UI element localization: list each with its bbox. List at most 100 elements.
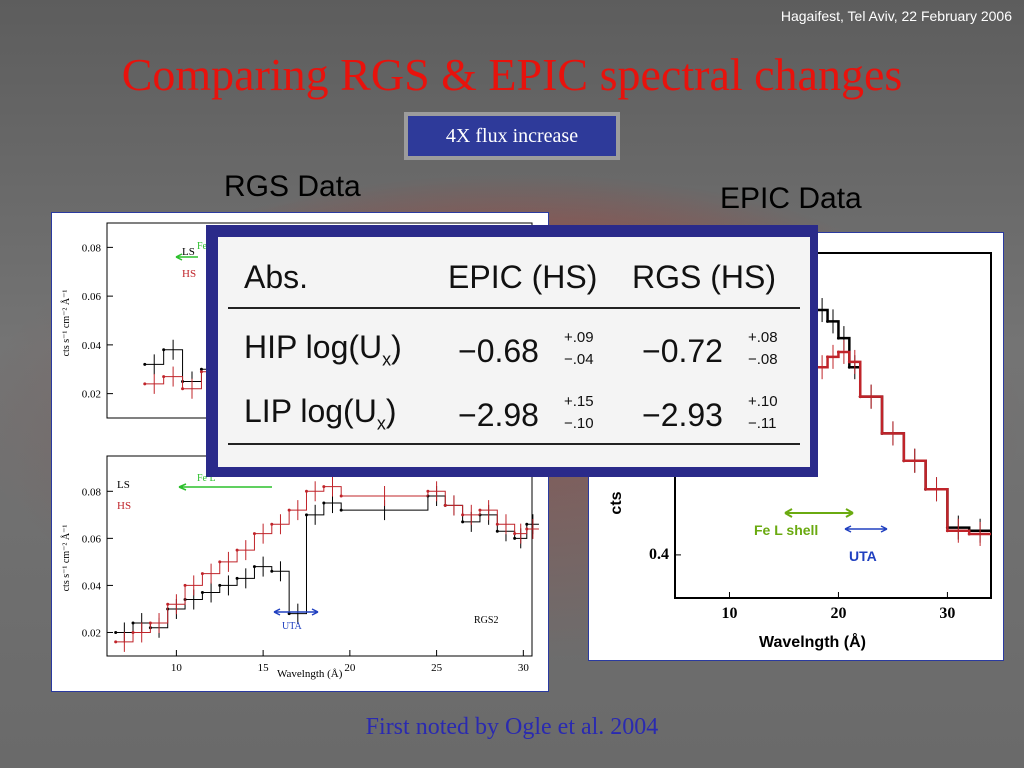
table-cell-upper: +.10	[748, 393, 778, 410]
rgs-bot-ylabel: cts s⁻¹ cm⁻² Å⁻¹	[60, 525, 72, 592]
table-cell-upper: +.08	[748, 329, 778, 346]
data-point-ls	[235, 576, 239, 580]
data-point-hs	[270, 522, 274, 526]
epic-label: EPIC Data	[720, 182, 862, 215]
y-tick-label: 0.08	[82, 242, 102, 254]
data-point-hs	[945, 529, 949, 533]
data-point-ls	[218, 583, 222, 587]
rgs-bot-fe-arrow	[178, 483, 272, 491]
rgs-uta-arrow	[273, 608, 319, 616]
y-tick-label: 0.04	[82, 340, 102, 352]
rgs-top-fe-label: Fe	[197, 241, 208, 252]
epic-uta-label: UTA	[849, 548, 877, 564]
slide-title: Comparing RGS & EPIC spectral changes	[121, 49, 903, 100]
x-tick-label: 25	[431, 662, 443, 674]
data-point-ls	[252, 565, 256, 569]
data-point-hs	[836, 350, 840, 354]
data-point-ls	[513, 536, 517, 540]
data-point-hs	[200, 572, 204, 576]
data-point-hs	[287, 508, 291, 512]
data-point-ls	[836, 336, 840, 340]
data-point-ls	[304, 513, 308, 517]
x-tick-label: 10	[171, 662, 183, 674]
data-point-hs	[513, 532, 517, 536]
data-point-ls	[461, 520, 465, 524]
flux-badge: 4X flux increase	[404, 112, 620, 160]
data-point-ls	[143, 362, 147, 366]
table-rule-top	[228, 307, 800, 309]
data-point-hs	[131, 630, 135, 634]
table-cell-lower: −.10	[564, 415, 594, 432]
y-tick-label: 0.4	[649, 546, 669, 563]
x-tick-label: 15	[258, 662, 270, 674]
table-row-label: LIP log(Ux)	[244, 393, 397, 434]
table-cell-upper: +.09	[564, 329, 594, 346]
rgs-top-legend-hs: HS	[182, 268, 196, 280]
epic-xlabel: Wavelngth (Å)	[759, 632, 866, 651]
y-tick-label: 0.06	[82, 291, 102, 303]
table-cell-value: −2.98	[458, 397, 539, 433]
conference-label: Hagaifest, Tel Aviv, 22 February 2006	[780, 8, 1012, 24]
rgs-bot-fe-label: Fe L	[197, 473, 216, 484]
data-point-hs	[858, 395, 862, 399]
table-cell-value: −0.68	[458, 333, 539, 369]
rgs-top-legend-ls: LS	[182, 246, 195, 258]
data-point-hs	[304, 489, 308, 493]
x-tick-label: 30	[939, 605, 955, 622]
series-line-ls	[115, 495, 539, 633]
x-tick-label: 20	[830, 605, 846, 622]
data-point-ls	[322, 501, 326, 505]
rgs-label: RGS Data	[224, 170, 361, 203]
x-tick-label: 30	[518, 662, 530, 674]
data-point-hs	[252, 532, 256, 536]
x-tick-label: 20	[344, 662, 356, 674]
y-tick-label: 0.02	[82, 627, 101, 639]
epic-fe-arrow	[784, 508, 854, 518]
data-point-ls	[495, 529, 499, 533]
table-cell-value: −0.72	[642, 333, 723, 369]
data-point-hs	[199, 370, 203, 374]
table-cell-lower: −.04	[564, 351, 594, 368]
data-point-hs	[443, 503, 447, 507]
data-point-hs	[426, 489, 430, 493]
table-row-label: HIP log(Ux)	[244, 329, 402, 370]
data-point-hs	[902, 459, 906, 463]
rgs-bottom-frame	[106, 455, 533, 657]
rgs-top-fe-arrow	[175, 253, 198, 261]
table-cell-lower: −.11	[748, 415, 777, 432]
table-header-epic: EPIC (HS)	[448, 259, 598, 295]
ionization-table: Abs. EPIC (HS) RGS (HS) HIP log(Ux) −0.6…	[206, 225, 818, 477]
data-point-ls	[847, 365, 851, 369]
data-point-hs	[143, 382, 147, 386]
table-cell-lower: −.08	[748, 351, 778, 368]
rgs-uta-label: UTA	[282, 621, 303, 632]
epic-fe-label: Fe L shell	[754, 522, 818, 538]
data-point-ls	[826, 319, 830, 323]
rgs2-label: RGS2	[474, 615, 498, 626]
data-point-hs	[847, 360, 851, 364]
y-tick-label: 0.08	[82, 486, 102, 498]
data-point-ls	[200, 590, 204, 594]
epic-ylabel: cts	[608, 491, 625, 514]
table-header-rgs: RGS (HS)	[632, 259, 776, 295]
table-cell-upper: +.15	[564, 393, 594, 410]
data-point-hs	[218, 560, 222, 564]
data-point-ls	[270, 569, 274, 573]
data-point-hs	[339, 494, 343, 498]
data-point-hs	[114, 640, 118, 644]
footer-citation: First noted by Ogle et al. 2004	[365, 714, 659, 740]
table-rule-bottom	[228, 443, 800, 445]
data-point-ls	[287, 612, 291, 616]
epic-chart: 0.4 10 20 30 Fe L shell UTA Wavelngth (Å) c…	[608, 252, 992, 651]
data-point-ls	[525, 522, 529, 526]
data-point-ls	[131, 621, 135, 625]
x-tick-label: 10	[721, 605, 737, 622]
y-tick-label: 0.04	[82, 580, 102, 592]
data-point-hs	[478, 508, 482, 512]
data-point-hs	[461, 513, 465, 517]
data-point-hs	[235, 548, 239, 552]
y-tick-label: 0.06	[82, 533, 102, 545]
rgs-top-ylabel: cts s⁻¹ cm⁻² Å⁻¹	[60, 290, 72, 357]
rgs-bot-legend-hs: HS	[117, 500, 131, 512]
